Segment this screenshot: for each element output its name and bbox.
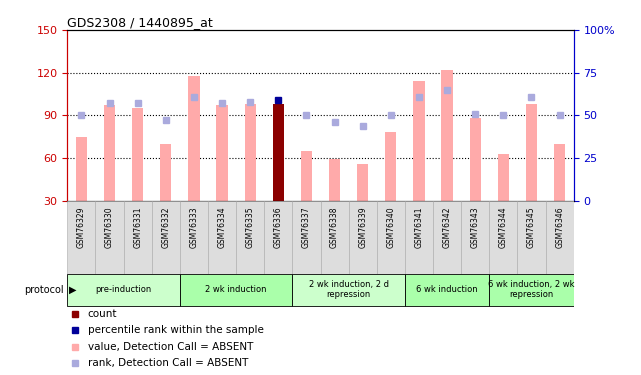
Text: GSM76335: GSM76335 <box>246 207 254 248</box>
Text: GSM76344: GSM76344 <box>499 207 508 248</box>
Bar <box>217 105 228 201</box>
Bar <box>236 201 264 274</box>
Bar <box>329 159 340 201</box>
Bar <box>292 201 320 274</box>
Bar <box>76 136 87 201</box>
Text: GSM76345: GSM76345 <box>527 207 536 248</box>
Bar <box>160 144 171 201</box>
Text: rank, Detection Call = ABSENT: rank, Detection Call = ABSENT <box>88 358 248 368</box>
Bar <box>498 154 509 201</box>
Bar <box>405 201 433 274</box>
Bar <box>180 274 292 306</box>
Text: protocol: protocol <box>24 285 64 295</box>
Bar <box>349 201 377 274</box>
Text: GSM76330: GSM76330 <box>105 207 114 248</box>
Bar <box>545 201 574 274</box>
Bar <box>320 201 349 274</box>
Bar <box>180 201 208 274</box>
Bar <box>272 104 284 201</box>
Text: GSM76341: GSM76341 <box>415 207 424 248</box>
Bar <box>104 105 115 201</box>
Text: GSM76339: GSM76339 <box>358 207 367 248</box>
Text: 6 wk induction, 2 wk
repression: 6 wk induction, 2 wk repression <box>488 280 575 299</box>
Text: 6 wk induction: 6 wk induction <box>416 285 478 294</box>
Text: ▶: ▶ <box>69 285 77 295</box>
Text: GSM76329: GSM76329 <box>77 207 86 248</box>
Text: GSM76342: GSM76342 <box>442 207 452 248</box>
Text: GSM76334: GSM76334 <box>217 207 226 248</box>
Bar <box>433 201 461 274</box>
Bar <box>132 108 144 201</box>
Text: GSM76337: GSM76337 <box>302 207 311 248</box>
Text: GSM76343: GSM76343 <box>470 207 479 248</box>
Bar <box>489 274 574 306</box>
Text: 2 wk induction, 2 d
repression: 2 wk induction, 2 d repression <box>308 280 388 299</box>
Bar <box>301 151 312 201</box>
Text: 2 wk induction: 2 wk induction <box>205 285 267 294</box>
Text: count: count <box>88 309 117 319</box>
Bar <box>526 104 537 201</box>
Bar <box>67 274 180 306</box>
Text: GSM76331: GSM76331 <box>133 207 142 248</box>
Bar <box>470 118 481 201</box>
Bar <box>461 201 489 274</box>
Bar <box>385 132 397 201</box>
Bar <box>208 201 236 274</box>
Text: GSM76336: GSM76336 <box>274 207 283 248</box>
Text: GSM76340: GSM76340 <box>387 207 395 248</box>
Bar <box>96 201 124 274</box>
Bar <box>152 201 180 274</box>
Text: GSM76332: GSM76332 <box>162 207 171 248</box>
Bar <box>413 81 424 201</box>
Bar <box>489 201 517 274</box>
Bar <box>377 201 405 274</box>
Text: percentile rank within the sample: percentile rank within the sample <box>88 325 263 335</box>
Bar <box>357 164 369 201</box>
Text: GSM76338: GSM76338 <box>330 207 339 248</box>
Bar <box>124 201 152 274</box>
Bar <box>188 75 199 201</box>
Bar <box>264 201 292 274</box>
Bar <box>245 104 256 201</box>
Text: GSM76346: GSM76346 <box>555 207 564 248</box>
Text: value, Detection Call = ABSENT: value, Detection Call = ABSENT <box>88 342 253 352</box>
Text: GSM76333: GSM76333 <box>189 207 199 248</box>
Text: pre-induction: pre-induction <box>96 285 152 294</box>
Bar <box>67 201 96 274</box>
Bar <box>292 274 405 306</box>
Text: GDS2308 / 1440895_at: GDS2308 / 1440895_at <box>67 16 213 29</box>
Bar <box>517 201 545 274</box>
Bar <box>442 70 453 201</box>
Bar <box>405 274 489 306</box>
Bar <box>554 144 565 201</box>
